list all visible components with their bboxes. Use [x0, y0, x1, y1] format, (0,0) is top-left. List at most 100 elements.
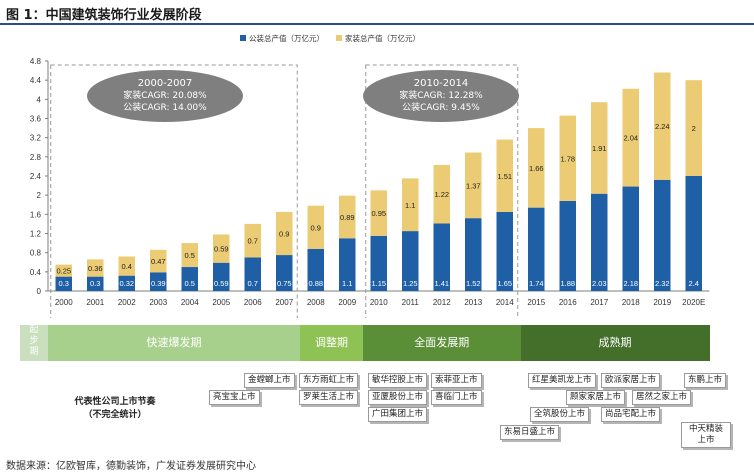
ipo-tag: 索菲亚上市	[431, 373, 482, 388]
x-tick-label: 2015	[527, 298, 545, 307]
bar-public	[118, 275, 135, 291]
ipo-title-line: 代表性公司上市节奏	[74, 397, 156, 407]
start-stage-char: 期	[29, 347, 39, 357]
data-label-public: 0.3	[59, 279, 69, 288]
bar-public	[339, 238, 356, 291]
bar-public	[528, 207, 545, 291]
data-label-public: 0.3	[90, 279, 100, 288]
x-tick-label: 2006	[244, 298, 262, 307]
stage-band	[363, 325, 521, 361]
bar-public	[559, 200, 576, 291]
ipo-tag: 亮宝宝上市	[209, 390, 260, 405]
data-label-public: 1.1	[342, 279, 352, 288]
start-stage-char: 步	[29, 336, 39, 346]
data-label-public: 1.15	[371, 279, 386, 288]
y-tick-label: 2	[37, 191, 42, 200]
x-tick-label: 2019	[653, 298, 671, 307]
data-label-public: 1.65	[497, 279, 512, 288]
legend-label: 公装总产值（万亿元）	[249, 33, 324, 43]
y-tick-label: 4.4	[30, 76, 42, 85]
y-tick-label: 4	[37, 95, 42, 104]
bar-public	[55, 276, 72, 291]
x-tick-label: 2004	[181, 298, 199, 307]
data-label-home: 2.04	[623, 134, 638, 143]
data-label-home: 0.7	[248, 237, 258, 246]
x-tick-label: 2002	[118, 298, 136, 307]
bar-home	[150, 249, 167, 273]
data-label-home: 1.91	[592, 144, 607, 153]
bar-public	[465, 218, 482, 291]
data-label-public: 2.32	[655, 279, 670, 288]
x-tick-label: 2005	[212, 298, 230, 307]
x-tick-label: 2012	[433, 298, 451, 307]
data-label-public: 2.03	[592, 279, 607, 288]
data-label-public: 0.75	[277, 279, 292, 288]
y-tick-label: 0.8	[30, 249, 42, 258]
start-stage-char: 起	[29, 325, 39, 335]
ipo-tag: 金螳螂上市	[244, 373, 295, 388]
bar-public	[402, 231, 419, 291]
bar-public	[685, 176, 702, 291]
bar-public	[181, 267, 198, 291]
bar-public	[370, 235, 387, 291]
bar-public	[654, 179, 671, 291]
data-label-public: 0.32	[119, 279, 134, 288]
data-label-home: 2.24	[655, 122, 670, 131]
header-rule	[0, 23, 754, 25]
bar-home	[591, 102, 608, 194]
data-label-home: 1.51	[497, 172, 512, 181]
ipo-tag: 中天精装上市	[681, 422, 731, 448]
data-label-public: 1.41	[434, 279, 449, 288]
ipo-tag: 喜临门上市	[431, 390, 482, 405]
data-label-home: 2	[692, 124, 696, 133]
x-tick-label: 2018	[622, 298, 640, 307]
bar-public	[433, 223, 450, 291]
bar-public	[150, 272, 167, 291]
y-tick-label: 4.8	[30, 57, 42, 66]
y-tick-label: 1.6	[30, 210, 42, 219]
x-tick-label: 2011	[402, 298, 420, 307]
bar-home	[370, 190, 387, 236]
bar-home	[307, 205, 324, 249]
x-tick-label: 2017	[590, 298, 608, 307]
data-label-public: 1.25	[403, 279, 418, 288]
bar-home	[496, 139, 513, 212]
data-label-public: 2.18	[623, 279, 638, 288]
bar-public	[307, 248, 324, 291]
bar-home	[528, 128, 545, 208]
data-label-public: 1.88	[560, 279, 575, 288]
bar-home	[244, 223, 261, 258]
x-tick-label: 2009	[338, 298, 356, 307]
x-tick-label: 2008	[307, 298, 325, 307]
bar-home	[181, 243, 198, 268]
bar-home	[559, 115, 576, 201]
data-label-home: 0.5	[185, 251, 195, 260]
data-label-home: 1.37	[466, 181, 481, 190]
ipo-tag: 东鹏上市	[684, 373, 727, 388]
bar-home	[622, 88, 639, 187]
data-label-public: 1.74	[529, 279, 544, 288]
figure-title: 图 1：中国建筑装饰行业发展阶段	[6, 8, 202, 23]
y-tick-label: 2.4	[30, 172, 42, 181]
bar-public	[622, 186, 639, 291]
data-label-home: 0.89	[340, 213, 355, 222]
bar-home	[213, 234, 230, 263]
data-label-home: 1.22	[434, 190, 449, 199]
data-label-home: 0.4	[122, 262, 132, 271]
bar-home	[276, 211, 293, 256]
ipo-tag: 顾家家居上市	[566, 390, 626, 405]
x-tick-label: 2007	[275, 298, 293, 307]
data-label-public: 0.7	[248, 279, 258, 288]
y-tick-label: 1.2	[30, 230, 42, 239]
bar-home	[87, 259, 104, 277]
x-tick-label: 2016	[559, 298, 577, 307]
bar-public	[496, 211, 513, 291]
data-label-public: 2.4	[689, 279, 699, 288]
x-tick-label: 2010	[370, 298, 388, 307]
x-tick-label: 2003	[149, 298, 167, 307]
bar-home	[402, 178, 419, 232]
ipo-tag: 居然之家上市	[632, 390, 692, 405]
x-tick-label: 2014	[496, 298, 514, 307]
x-tick-label: 2020E	[682, 298, 705, 307]
y-tick-label: 3.2	[30, 134, 42, 143]
